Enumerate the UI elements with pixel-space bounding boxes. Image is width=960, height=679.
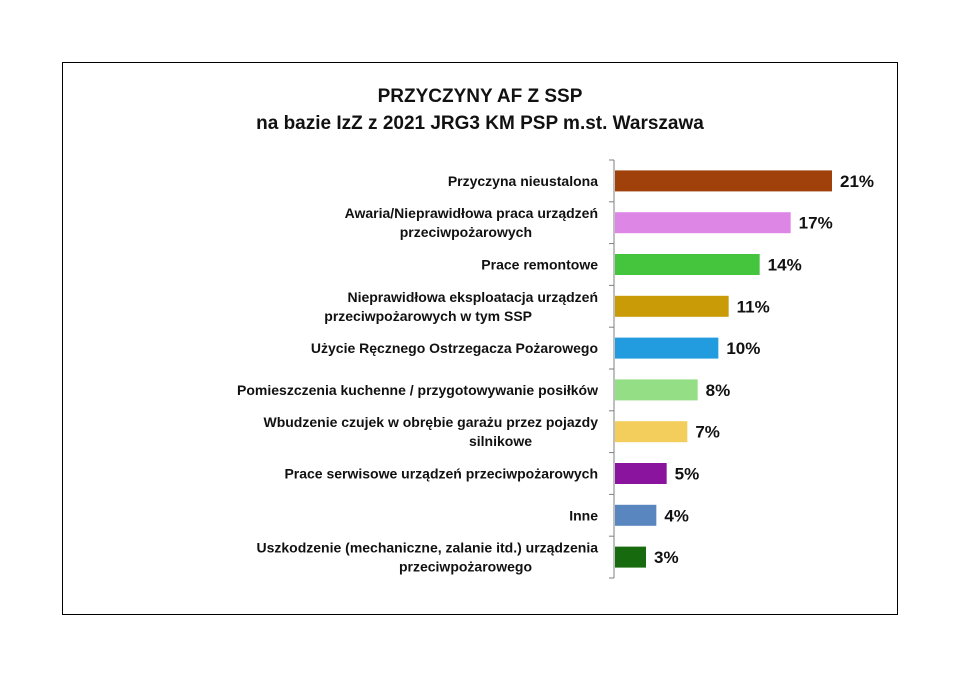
data-label: 11% <box>737 297 770 316</box>
chart-frame <box>62 62 898 615</box>
category-label: Przyczyna nieustalona <box>448 173 598 189</box>
category-label: Prace serwisowe urządzeń przeciwpożarowy… <box>284 466 598 482</box>
category-label-line: Wbudzenie czujek w obrębie garażu przez … <box>263 414 598 430</box>
category-label-line: przeciwpożarowych w tym SSP <box>324 308 532 324</box>
bar <box>615 212 791 234</box>
chart-title: PRZYCZYNY AF Z SSP <box>377 86 583 107</box>
category-label-line: przeciwpożarowego <box>399 559 532 575</box>
data-label: 10% <box>726 339 760 358</box>
bar <box>615 379 698 401</box>
data-label: 8% <box>706 381 731 400</box>
category-label-line: Uszkodzenie (mechaniczne, zalanie itd.) … <box>256 540 598 556</box>
bar <box>615 170 832 192</box>
data-label: 17% <box>799 214 833 233</box>
data-label: 4% <box>664 506 689 525</box>
data-label: 3% <box>654 548 679 567</box>
category-label: Prace remontowe <box>481 257 598 273</box>
category-label: Awaria/Nieprawidłowa praca urządzeń przec… <box>345 205 598 240</box>
category-label: Uszkodzenie (mechaniczne, zalanie itd.) … <box>256 540 598 575</box>
category-label-line: silnikowe <box>469 433 532 449</box>
category-label-line: Awaria/Nieprawidłowa praca urządzeń <box>345 205 598 221</box>
category-label-line: przeciwpożarowych <box>400 224 532 240</box>
bar <box>615 463 667 484</box>
bar <box>615 421 688 443</box>
bar <box>615 295 729 317</box>
category-label: Użycie Ręcznego Ostrzegacza Pożarowego <box>311 340 598 356</box>
bar <box>615 254 760 275</box>
data-label: 5% <box>675 465 700 484</box>
category-label: Inne <box>569 507 598 523</box>
data-label: 21% <box>840 172 874 191</box>
chart-subtitle: na bazie IzZ z 2021 JRG3 KM PSP m.st. Wa… <box>256 113 704 134</box>
data-label: 7% <box>695 423 720 442</box>
data-label: 14% <box>768 256 802 275</box>
bar <box>615 546 646 568</box>
category-label: Wbudzenie czujek w obrębie garażu przez … <box>263 414 598 449</box>
bar <box>615 337 719 359</box>
category-label-line: Nieprawidłowa eksploatacja urządzeń <box>347 289 598 305</box>
category-label: Pomieszczenia kuchenne / przygotowywanie… <box>237 382 598 398</box>
category-label: Nieprawidłowa eksploatacja urządzeń przec… <box>324 289 598 324</box>
bar <box>615 504 657 526</box>
